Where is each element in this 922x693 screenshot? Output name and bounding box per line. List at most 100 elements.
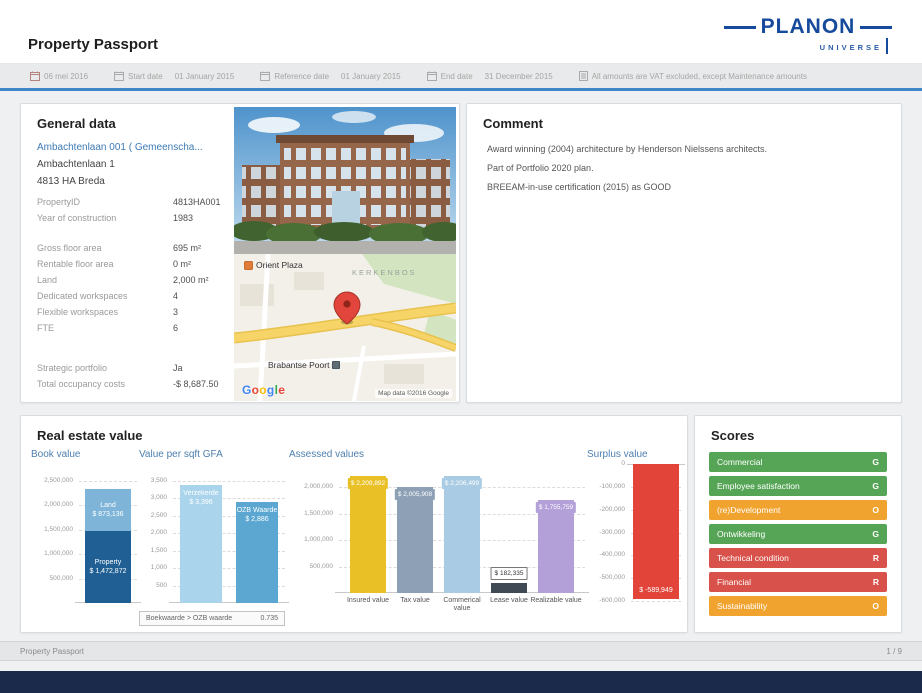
field-label: Flexible workspaces [37,307,119,317]
value-label: $ 2,005,908 [394,489,436,501]
score-label: Sustainability [717,601,768,611]
field-value: 695 m² [173,243,202,253]
general-row-rentable-floor-area: Rentable floor area 0 m² [37,259,233,275]
category-label: Lease value [490,597,528,604]
chart-book-value: Book value 500,000 1,000,000 1,500,000 2,000… [31,449,143,631]
footer-page-indicator: 1 / 9 [886,646,902,656]
general-row-fte: FTE 6 [37,323,233,339]
score-rows: Commercial G Employee satisfaction G (re)Dev… [709,452,887,620]
bar-commerical-value [444,476,480,593]
bar-ozb-waarde: OZB Waarde $ 2,886 [236,502,278,603]
score-grade: G [872,481,879,491]
field-value: 3 [173,307,179,317]
map-label-brabantse-poort-text: Brabantse Poort [268,360,330,370]
axis-tick-label: -100,000 [599,482,625,490]
chart-plot: 500,000 1,000,000 1,500,000 2,000,000 $ 2,20… [304,471,589,593]
chart-title: Book value [31,449,81,460]
comment-line: BREEAM-in-use certification (2015) as GO… [487,182,672,192]
comment-line: Award winning (2004) architecture by Hen… [487,144,767,154]
axis-tick-label: 2,000,000 [304,483,333,491]
field-value: Ja [173,363,183,373]
field-label: Gross floor area [37,243,102,253]
field-label: PropertyID [37,197,81,207]
calendar-icon [426,71,437,81]
score-label: Ontwikkeling [717,529,766,539]
field-label: FTE [37,323,54,333]
score-label: (re)Development [717,505,781,515]
toolbar-item-value: 31 December 2015 [484,71,553,81]
general-row-gross-floor-area: Gross floor area 695 m² [37,243,233,259]
calendar-icon [30,71,40,81]
bottom-navy-bar [0,671,922,693]
axis-tick-label: 3,000 [150,494,167,502]
google-logo[interactable]: Google [242,383,286,397]
chart-plot: 500,000 1,000,000 1,500,000 2,000,000 2,500,… [44,477,141,603]
axis-tick-label: 1,000 [150,564,167,572]
axis-tick-label: -600,000 [599,597,625,604]
score-grade: G [872,457,879,467]
score-technical-condition[interactable]: Technical condition R [709,548,887,568]
comment-lines: Award winning (2004) architecture by Hen… [487,144,881,201]
score-grade: O [872,505,879,515]
property-link[interactable]: Ambachtenlaan 001 ( Gemeenscha... [37,142,203,153]
score-label: Technical condition [717,553,789,563]
general-data-card: General data Ambachtenlaan 001 ( Gemeens… [20,103,460,403]
axis-baseline [169,602,289,603]
restaurant-icon [244,260,253,270]
scores-card: Scores Commercial G Employee satisfaction G… [694,415,902,633]
category-label: Insured value [346,597,390,604]
field-value: 4813HA001 [173,197,221,207]
bar-lease-value [491,583,527,593]
score-sustainability[interactable]: Sustainability O [709,596,887,616]
gridline [173,585,285,587]
map-label-brabantse-poort: Brabantse Poort [268,360,341,370]
value-label: $ 2,209,892 [347,478,389,490]
location-map[interactable]: Orient Plaza KERKENBOS Brabantse Poort G… [234,254,456,401]
footer: Property Passport 1 / 9 [0,641,922,661]
axis-tick-label: -400,000 [599,551,625,559]
field-value: 1983 [173,213,194,223]
score-grade: G [872,529,879,539]
scores-title: Scores [711,428,755,443]
score-grade: R [872,553,879,563]
current-date-text: 06 mei 2016 [44,71,89,81]
score-label: Employee satisfaction [717,481,800,491]
axis-tick-label: 1,000,000 [304,536,333,544]
general-row-year-of-construction: Year of construction 1983 [37,213,233,229]
field-value: 6 [173,323,179,333]
gridline [173,481,285,482]
logo-subtext: UNIVERSE [819,43,882,52]
general-row-propertyid: PropertyID 4813HA001 [37,197,233,213]
chart-surplus-value: Surplus value 0 -100,000 -200,000 -300,000 -4… [587,449,687,631]
gridline [173,568,285,570]
comment-line: Part of Portfolio 2020 plan. [487,163,594,173]
real-estate-value-card: Real estate value Book value 500,000 1,000… [20,415,688,633]
gridline [173,533,285,535]
score-financial[interactable]: Financial R [709,572,887,592]
gridline [173,515,285,517]
page-title: Property Passport [28,36,159,53]
field-label: Strategic portfolio [37,363,108,373]
chart-value-per-sqft-gfa: Value per sqft GFA 500 1,000 1,500 2,000 2,50… [139,449,291,631]
score-re-development[interactable]: (re)Development O [709,500,887,520]
footnote-value: 0.735 [260,615,278,622]
field-value: 0 m² [173,259,191,269]
gridline [631,601,681,602]
axis-tick-label: -500,000 [599,574,625,582]
header: Property Passport PLANON UNIVERSE [0,0,922,64]
score-employee-satisfaction[interactable]: Employee satisfaction G [709,476,887,496]
score-commercial[interactable]: Commercial G [709,452,887,472]
score-label: Financial [717,577,752,587]
axis-tick-label: 1,000,000 [44,550,73,558]
general-row-strategic-portfolio: Strategic portfolio Ja [37,363,233,379]
map-pin[interactable] [333,291,361,325]
address-line-2: 4813 HA Breda [37,176,105,187]
axis-tick-label: 3,500 [150,477,167,484]
axis-tick-label: 500 [156,581,167,589]
score-grade: R [872,577,879,587]
bar-tax-value [397,487,433,593]
chart-plot: 500 1,000 1,500 2,000 2,500 3,000 3,500 Verzeke… [151,477,289,603]
score-ontwikkeling[interactable]: Ontwikkeling G [709,524,887,544]
axis-tick-label: 0 [621,460,625,467]
